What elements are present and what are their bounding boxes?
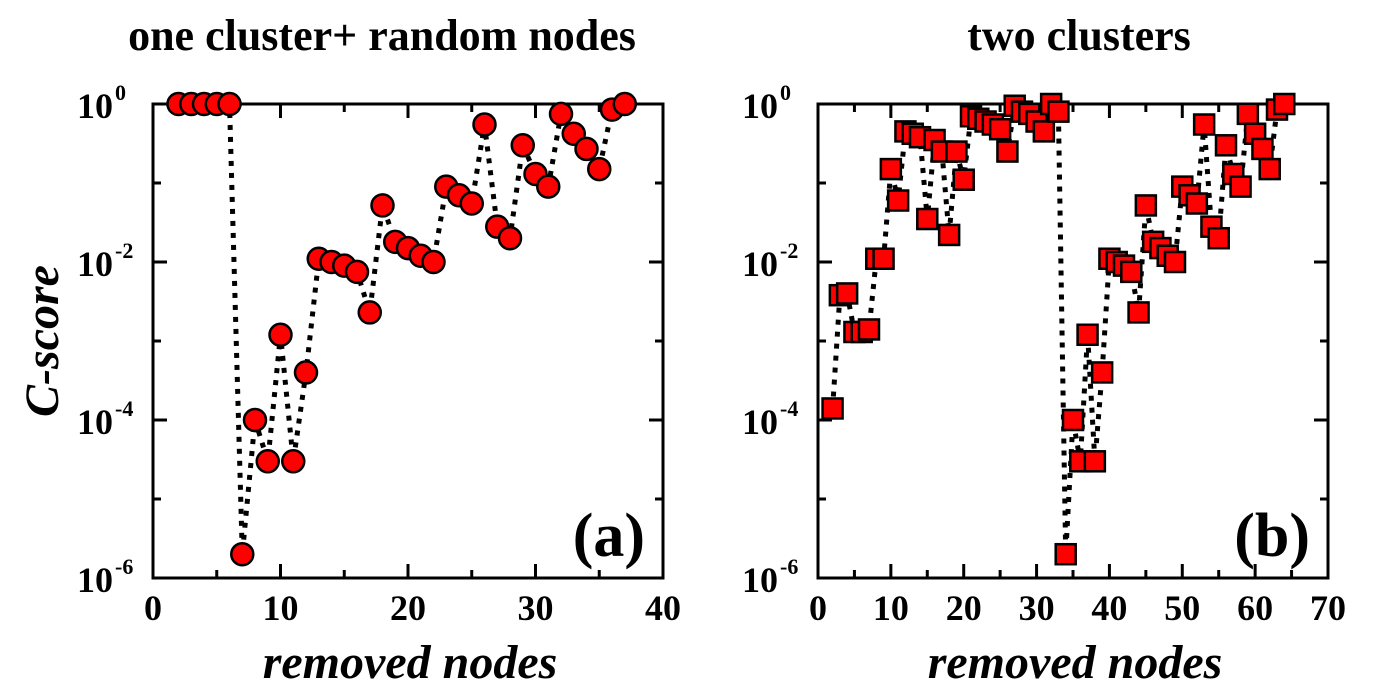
data-point (1185, 192, 1209, 215)
data-point (587, 156, 612, 182)
y-tick-label: 10 (742, 86, 778, 126)
data-point (1236, 102, 1260, 126)
x-tick-label: 20 (390, 588, 426, 628)
x-tick-label: 50 (1164, 588, 1200, 628)
data-point (536, 174, 561, 199)
x-tick-label: 10 (263, 588, 299, 628)
x-tick-label: 0 (809, 588, 827, 628)
data-point (1090, 361, 1114, 384)
y-tick-exponent: -2 (780, 238, 798, 263)
data-point (937, 223, 961, 247)
data-point (459, 191, 484, 216)
y-tick-exponent: -6 (780, 554, 798, 579)
data-point (472, 112, 497, 137)
data-point (230, 541, 255, 567)
x-tick-label: 60 (1237, 588, 1273, 628)
y-tick-label: 10 (742, 244, 778, 284)
data-point (548, 101, 574, 127)
x-tick-label: 30 (518, 588, 554, 628)
y-tick-exponent: -6 (115, 554, 133, 579)
y-tick-label: 10 (77, 402, 113, 442)
data-point (886, 189, 910, 212)
x-tick-label: 30 (1019, 588, 1055, 628)
data-point (952, 168, 975, 191)
data-point (255, 449, 280, 474)
data-point (497, 225, 523, 251)
data-point (281, 449, 306, 474)
y-tick-exponent: 0 (780, 80, 791, 105)
y-tick-exponent: -4 (780, 396, 798, 421)
data-point (1032, 120, 1056, 143)
data-point (242, 407, 268, 433)
x-tick-label: 10 (873, 588, 909, 628)
y-tick-label: 10 (742, 402, 778, 442)
data-point (945, 140, 968, 163)
y-axis-label: C-score (16, 265, 69, 417)
data-point (1047, 100, 1070, 123)
data-point (510, 133, 535, 158)
y-tick-exponent: -4 (115, 396, 133, 421)
data-point (916, 207, 939, 231)
data-point (217, 91, 242, 117)
y-tick-label: 10 (77, 560, 113, 600)
data-point (835, 282, 859, 305)
y-tick-exponent: -2 (115, 238, 133, 263)
data-point (1120, 260, 1143, 284)
data-point (1083, 450, 1107, 473)
x-tick-label: 70 (1310, 588, 1346, 628)
data-point (1251, 137, 1274, 161)
y-tick-label: 10 (742, 560, 778, 600)
chart-title: one cluster+ random nodes (128, 11, 636, 60)
data-point (1127, 301, 1150, 324)
data-point (293, 360, 319, 385)
series-line (178, 101, 626, 555)
data-point (1273, 92, 1296, 116)
x-tick-label: 20 (946, 588, 982, 628)
data-point (988, 117, 1012, 141)
data-point (1163, 250, 1187, 274)
chart-title: two clusters (967, 11, 1191, 60)
y-tick-label: 10 (77, 244, 113, 284)
data-point (996, 140, 1019, 163)
x-tick-label: 40 (645, 588, 681, 628)
data-point (1229, 175, 1252, 198)
data-point (612, 91, 637, 117)
data-point (344, 259, 370, 285)
data-point (1258, 157, 1281, 181)
data-point (857, 318, 881, 341)
data-point (1076, 323, 1099, 346)
data-point (879, 157, 903, 181)
x-tick-label: 40 (1091, 588, 1127, 628)
y-tick-label: 10 (77, 86, 113, 126)
data-point (1207, 226, 1230, 250)
panel-label: (b) (1234, 502, 1310, 570)
x-tick-label: 0 (144, 588, 162, 628)
data-point (421, 249, 446, 275)
x-axis-label: removed nodes (928, 636, 1223, 683)
data-point (268, 322, 293, 347)
y-tick-exponent: 0 (115, 80, 126, 105)
data-point (872, 247, 895, 270)
data-point (1134, 194, 1158, 217)
panel-label: (a) (573, 502, 645, 570)
data-point (1061, 408, 1085, 432)
data-point (1192, 113, 1216, 136)
x-axis-label: removed nodes (263, 636, 558, 683)
data-point (1214, 134, 1238, 157)
data-point (574, 136, 599, 162)
data-point (370, 193, 395, 218)
data-point (1054, 542, 1077, 566)
data-point (821, 397, 844, 420)
data-point (357, 300, 382, 325)
